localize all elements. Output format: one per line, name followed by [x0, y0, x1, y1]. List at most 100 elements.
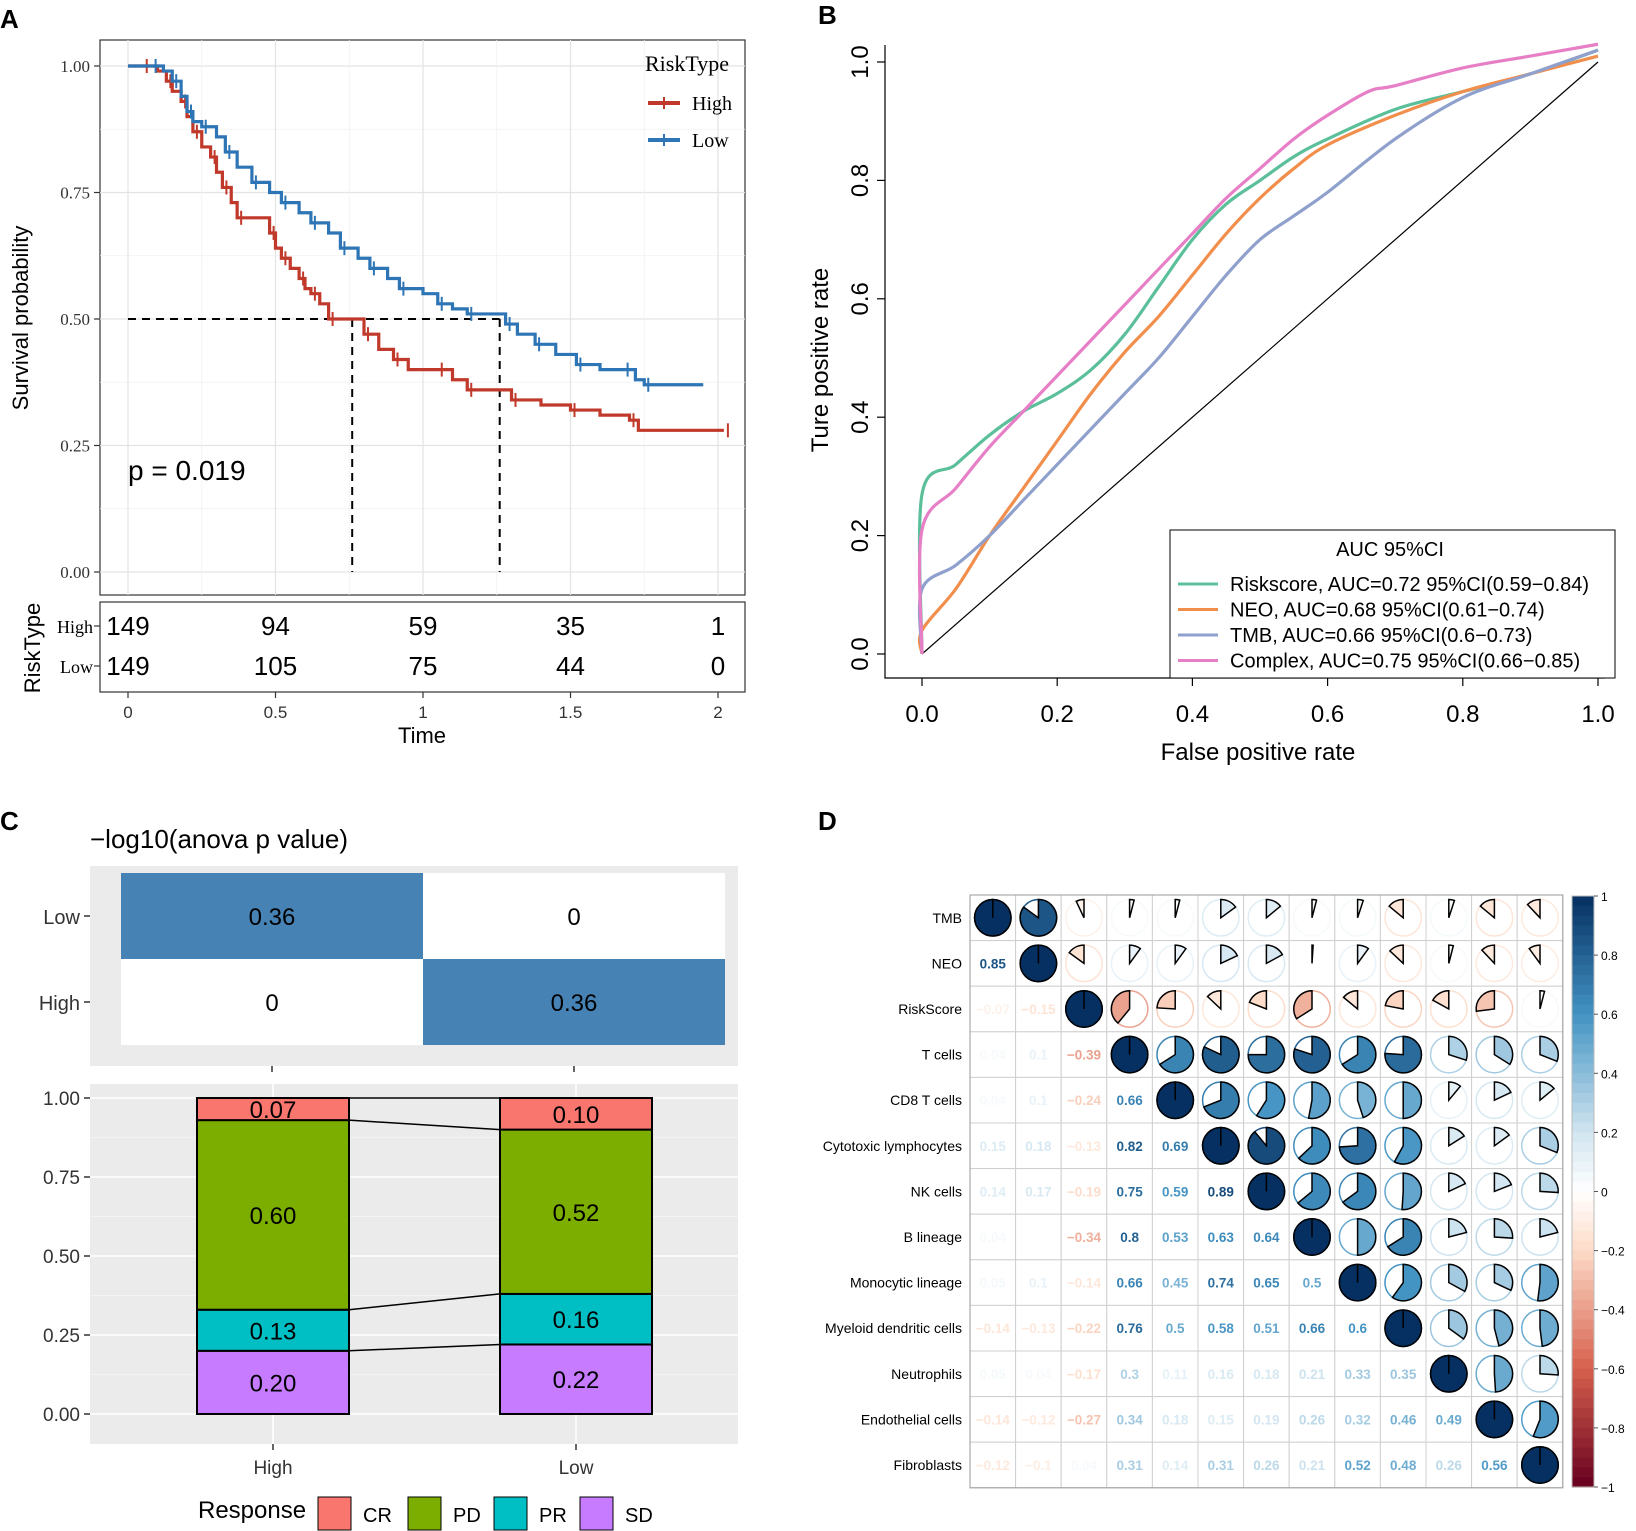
corr-cell: [1379, 1396, 1427, 1443]
corr-pie-slice: [1206, 990, 1222, 1011]
colorbar-segment: [1572, 1477, 1594, 1488]
corr-row-label: NEO: [932, 955, 962, 971]
corr-pie-slice: [1493, 1354, 1514, 1393]
corr-cell: [969, 1213, 1017, 1261]
corr-pie-slice: [1247, 1126, 1286, 1165]
corr-value-label: −0.14: [1067, 1276, 1102, 1291]
anova-cell: [121, 873, 423, 959]
corr-value-label: 0.82: [1116, 1139, 1142, 1154]
corr-value-label: 0.51: [1253, 1321, 1280, 1336]
colorbar-segment: [1572, 1073, 1594, 1084]
colorbar-segment: [1572, 1132, 1594, 1143]
corr-pie-slice: [1539, 1354, 1559, 1376]
corr-cell: [1060, 1168, 1108, 1215]
response-x-tick-label: Low: [559, 1458, 594, 1479]
roc-x-axis-label: False positive rate: [1161, 739, 1356, 766]
colorbar-segment: [1572, 1398, 1594, 1409]
correlation-row-labels: TMB NEO RiskScore T cells CD8 T cells Cytotox…: [823, 910, 962, 1473]
corr-pie-slice: [1448, 1263, 1468, 1293]
roc-curve-0: [917, 48, 1599, 655]
colorbar-tick-label: 0.2: [1601, 1126, 1618, 1140]
corr-cell: [1243, 1213, 1290, 1261]
corr-value-label: −0.24: [1067, 1093, 1102, 1108]
corr-cell: [1106, 1259, 1153, 1306]
corr-cell: [1015, 1076, 1062, 1124]
risk-table-count-low: 75: [409, 651, 438, 681]
corr-value-label: 0.31: [1116, 1458, 1143, 1473]
colorbar-tick-label: −0.8: [1601, 1422, 1625, 1436]
corr-pie-slice: [1220, 944, 1239, 965]
corr-value-label: 0.15: [1208, 1412, 1235, 1427]
anova-cell-value: 0: [265, 990, 278, 1017]
corr-pie-slice: [1307, 1081, 1331, 1120]
colorbar-segment: [1572, 1418, 1594, 1429]
corr-pie-slice: [1539, 1218, 1559, 1238]
corr-row-label: RiskScore: [898, 1001, 962, 1017]
anova-cell: [121, 959, 423, 1045]
risk-table-count-high: 149: [106, 611, 149, 641]
response-y-tick-label: 0.25: [43, 1326, 80, 1347]
response-bar-sd: [499, 1343, 653, 1415]
colorbar-segment: [1572, 1230, 1594, 1242]
colorbar-segment: [1572, 1181, 1594, 1193]
colorbar-segment: [1572, 1467, 1594, 1478]
corr-value-label: −0.39: [1067, 1048, 1101, 1063]
corr-pie-slice: [1128, 944, 1142, 966]
corr-value-label: 0.14: [1162, 1458, 1189, 1473]
corr-pie-slice: [1356, 1218, 1377, 1256]
roc-legend-title: AUC 95%CI: [1336, 539, 1444, 561]
corr-pie-slice: [1356, 898, 1365, 919]
colorbar-segment: [1572, 915, 1594, 927]
colorbar-segment: [1572, 1152, 1594, 1163]
colorbar-segment: [1572, 1033, 1594, 1045]
roc-ticks: 0.0 0.0 0.2 0.2 0.4 0.4 0.6 0.6 0.8 0.8 1.0 1.0: [847, 45, 1615, 728]
corr-value-label: 0.31: [1208, 1458, 1235, 1473]
response-legend-swatch-cr: [317, 1496, 352, 1531]
corr-value-label: 0.1: [1029, 1048, 1048, 1063]
corr-value-label: 0.45: [1162, 1276, 1189, 1291]
response-bar-label-sd: 0.20: [250, 1370, 297, 1397]
colorbar-segment: [1572, 984, 1594, 996]
corr-value-label: 0.58: [1208, 1321, 1235, 1336]
corr-cell: [1106, 1304, 1153, 1352]
corr-value-label: −0.14: [976, 1412, 1011, 1427]
corr-cell: [1379, 1441, 1427, 1489]
colorbar-segment: [1572, 1309, 1594, 1321]
corr-cell: [1197, 1350, 1245, 1398]
corr-cell: [1334, 1304, 1381, 1352]
corr-pie-slice: [1528, 944, 1541, 966]
corr-cell: [1015, 1441, 1062, 1489]
corr-value-label: 0.35: [1390, 1367, 1417, 1382]
colorbar-segment: [1572, 1043, 1594, 1055]
corr-pie-slice: [1386, 1218, 1423, 1256]
response-connector: [348, 1343, 501, 1352]
colorbar-segment: [1572, 1112, 1594, 1124]
response-bar-label-pr: 0.16: [553, 1307, 600, 1334]
colorbar-segment: [1572, 1201, 1594, 1212]
anova-cell-value: 0: [567, 904, 580, 931]
colorbar-tick-label: 0.4: [1601, 1067, 1618, 1081]
risk-table-row-label-high: High: [57, 617, 93, 637]
corr-row-label: TMB: [932, 910, 962, 926]
corr-row-label: Cytotoxic lymphocytes: [823, 1138, 962, 1154]
corr-pie-slice: [1448, 1081, 1462, 1103]
corr-pie-slice: [1384, 1035, 1423, 1074]
correlation-matrix: 0.85 −0.07 −0.15 0.04 0.1 −0.39 0.04 0.1 −0.24 0.…: [969, 894, 1564, 1489]
panel-d-correlation: 0.85 −0.07 −0.15 0.04 0.1 −0.39 0.04 0.1 −0.24 0.…: [823, 890, 1625, 1495]
response-bar-label-sd: 0.22: [553, 1367, 600, 1394]
corr-cell: [1197, 1304, 1245, 1352]
corr-pie-slice: [1391, 1263, 1423, 1302]
colorbar-tick-label: 0.8: [1601, 949, 1618, 963]
response-bar-label-pr: 0.13: [250, 1318, 297, 1345]
corr-pie-slice: [1293, 1035, 1331, 1074]
corr-cell: [969, 1441, 1017, 1489]
risk-table-row-label-low: Low: [60, 657, 93, 677]
corr-cell: [1015, 1168, 1062, 1215]
corr-cell: [1197, 1396, 1245, 1443]
corr-cell: [1243, 1304, 1290, 1352]
roc-x-tick-label: 0.4: [1176, 701, 1209, 728]
corr-pie-slice: [1293, 990, 1313, 1020]
roc-legend-label-1: NEO, AUC=0.68 95%CI(0.61−0.74): [1230, 600, 1545, 622]
corr-value-label: 0.04: [1025, 1367, 1052, 1382]
corr-pie-slice: [1341, 1035, 1377, 1074]
